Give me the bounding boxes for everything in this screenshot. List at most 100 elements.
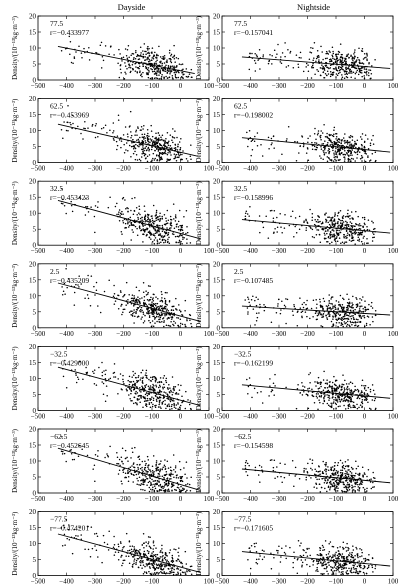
data-point <box>176 393 178 395</box>
data-point <box>372 389 375 392</box>
data-point <box>116 462 118 465</box>
data-point <box>130 472 132 475</box>
data-point <box>336 53 338 55</box>
data-point <box>136 72 139 74</box>
data-point <box>177 226 180 228</box>
data-point <box>178 156 180 159</box>
data-point <box>355 146 357 149</box>
data-point <box>273 394 275 396</box>
data-point <box>174 322 177 324</box>
data-point <box>320 394 323 397</box>
data-point <box>164 142 167 144</box>
data-point <box>133 224 135 227</box>
data-point <box>361 402 364 405</box>
data-point <box>350 143 353 146</box>
data-point <box>345 145 348 148</box>
data-point <box>186 242 188 244</box>
data-point <box>142 220 144 223</box>
data-point <box>359 310 362 312</box>
data-point <box>350 146 353 148</box>
data-point <box>143 299 146 302</box>
data-point <box>77 125 79 128</box>
data-point <box>254 53 256 55</box>
x-tick-label: −400 <box>243 412 258 420</box>
data-point <box>153 54 156 57</box>
data-point <box>167 66 170 68</box>
data-point <box>86 371 89 374</box>
data-point <box>366 53 368 56</box>
data-point <box>334 213 336 216</box>
data-point <box>161 62 164 65</box>
data-point <box>169 215 172 218</box>
data-point <box>351 226 354 229</box>
data-point <box>142 395 144 398</box>
data-point <box>155 77 157 79</box>
data-point <box>322 71 324 74</box>
data-point <box>351 144 353 147</box>
data-point <box>361 466 364 469</box>
data-point <box>158 158 161 160</box>
data-point <box>62 290 65 292</box>
data-point <box>330 159 332 162</box>
data-point <box>141 377 144 380</box>
data-point <box>84 297 86 300</box>
data-point <box>120 303 123 306</box>
data-point <box>150 470 152 473</box>
y-tick-label: 0 <box>33 490 37 498</box>
data-point <box>316 134 319 136</box>
data-point <box>311 64 314 67</box>
data-point <box>172 136 174 139</box>
data-point <box>346 301 349 304</box>
data-point <box>170 399 173 401</box>
data-point <box>170 320 172 323</box>
data-point <box>360 67 362 70</box>
data-point <box>138 62 141 65</box>
data-point <box>168 147 170 149</box>
data-point <box>177 487 180 489</box>
data-point <box>63 121 65 123</box>
data-point <box>142 63 144 66</box>
data-point <box>145 50 147 53</box>
data-point <box>304 311 307 313</box>
data-point <box>281 52 284 54</box>
data-point <box>124 71 126 73</box>
data-point <box>309 458 311 460</box>
data-point <box>149 399 151 401</box>
data-point <box>352 406 354 409</box>
data-point <box>157 141 159 144</box>
regression-line <box>57 45 195 75</box>
data-point <box>84 127 86 130</box>
data-point <box>332 307 334 309</box>
data-point <box>177 145 179 148</box>
data-point <box>352 59 354 61</box>
data-point <box>339 304 341 306</box>
data-point <box>320 396 322 398</box>
y-axis-label: Density/(10⁻¹³kg·m⁻³) <box>195 181 203 246</box>
data-point <box>136 477 138 480</box>
data-point <box>156 67 159 69</box>
data-point <box>67 277 70 280</box>
data-point <box>366 315 369 317</box>
data-point <box>151 301 153 303</box>
data-point <box>70 61 73 64</box>
data-point <box>350 480 353 482</box>
data-point <box>138 226 141 228</box>
y-tick-label: 15 <box>29 194 37 202</box>
data-point <box>128 224 131 227</box>
data-point <box>179 147 182 149</box>
data-point <box>361 72 363 74</box>
data-point <box>269 54 271 56</box>
data-point <box>364 385 367 387</box>
data-point <box>160 381 163 383</box>
data-point <box>96 52 98 54</box>
data-point <box>286 138 288 140</box>
data-point <box>163 481 166 484</box>
data-point <box>99 311 102 314</box>
data-point <box>189 242 192 244</box>
data-point <box>143 138 145 140</box>
data-point <box>310 477 312 479</box>
data-point <box>175 148 177 151</box>
data-point <box>138 398 140 400</box>
data-point <box>294 140 296 143</box>
data-point <box>147 146 150 149</box>
